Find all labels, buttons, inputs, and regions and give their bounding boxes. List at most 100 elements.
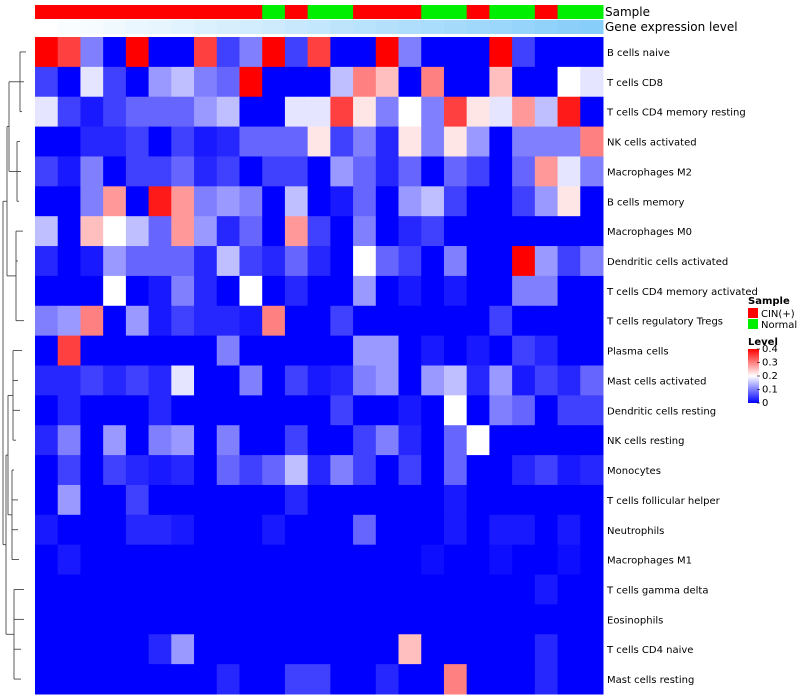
heatmap-cell — [375, 365, 400, 396]
heatmap-cell — [35, 455, 59, 486]
expression-annotation-cell — [216, 20, 240, 34]
heatmap-cell — [489, 574, 513, 605]
heatmap-cell — [466, 664, 490, 695]
heatmap-cell — [330, 126, 354, 157]
heatmap-cell — [171, 186, 195, 217]
heatmap-cell — [375, 126, 400, 157]
heatmap-cell — [171, 514, 195, 546]
sample-annotation-cell — [148, 5, 172, 19]
heatmap-cell — [284, 305, 309, 337]
heatmap-cell — [216, 365, 240, 396]
heatmap-cell — [171, 604, 195, 635]
heatmap-cell — [103, 574, 127, 605]
heatmap-cell — [80, 514, 104, 546]
heatmap-cell — [103, 335, 127, 366]
heatmap-cell — [125, 574, 150, 605]
row-label: Dendritic cells resting — [607, 406, 716, 417]
heatmap-cell — [398, 604, 422, 635]
heatmap-cell — [80, 395, 104, 426]
heatmap-cell — [557, 275, 581, 307]
heatmap-cell — [239, 425, 263, 456]
sample-annotation-cell — [580, 5, 604, 19]
heatmap-cell — [80, 574, 104, 605]
heatmap-cell — [330, 544, 354, 576]
heatmap-cell — [512, 634, 536, 665]
heatmap-cell — [398, 216, 422, 247]
heatmap-cell — [80, 37, 104, 68]
heatmap-cell — [148, 305, 172, 337]
heatmap-cell — [239, 37, 263, 68]
heatmap-cell — [512, 664, 536, 695]
sample-annotation-cell — [489, 5, 513, 19]
heatmap-cell — [353, 335, 377, 366]
heatmap-cell — [171, 574, 195, 605]
heatmap-cell — [216, 604, 240, 635]
heatmap-cell — [443, 335, 468, 366]
heatmap-cell — [353, 455, 377, 486]
heatmap-cell — [557, 96, 581, 128]
heatmap-cell — [580, 96, 604, 128]
heatmap-cell — [580, 574, 604, 605]
heatmap-cell — [512, 604, 536, 635]
heatmap-cell — [194, 514, 218, 546]
heatmap-cell — [398, 484, 422, 516]
heatmap-cell — [330, 574, 354, 605]
heatmap-cell — [512, 37, 536, 68]
expression-annotation-cell — [35, 20, 59, 34]
heatmap-cell — [330, 634, 354, 665]
heatmap-cell — [534, 455, 559, 486]
heatmap-cell — [57, 37, 81, 68]
heatmap-cell — [171, 96, 195, 128]
sample-annotation-cell — [421, 5, 445, 19]
heatmap-cell — [580, 186, 604, 217]
heatmap-cell — [125, 395, 150, 426]
heatmap-cell — [80, 156, 104, 187]
heatmap-cell — [512, 96, 536, 128]
legend-label-normal: Normal — [761, 320, 797, 331]
heatmap-cell — [35, 634, 59, 665]
heatmap-cell — [262, 455, 286, 486]
heatmap-cell — [239, 395, 263, 426]
expression-annotation-cell — [398, 20, 422, 34]
heatmap-cell — [353, 275, 377, 307]
heatmap-cell — [239, 514, 263, 546]
heatmap-cell — [307, 395, 331, 426]
heatmap-cell — [375, 305, 400, 337]
heatmap-cell — [443, 186, 468, 217]
heatmap-cell — [239, 156, 263, 187]
heatmap-cell — [466, 574, 490, 605]
heatmap-cell — [194, 37, 218, 68]
heatmap-cell — [534, 246, 559, 277]
heatmap-cell — [307, 634, 331, 665]
heatmap-cell — [580, 66, 604, 98]
heatmap-cell — [216, 126, 240, 157]
heatmap-cell — [557, 305, 581, 337]
heatmap-cell — [125, 186, 150, 217]
heatmap-cell — [421, 37, 445, 68]
heatmap-cell — [171, 305, 195, 337]
heatmap-cell — [353, 634, 377, 665]
legend-level-tick-label: 0.1 — [762, 385, 778, 396]
heatmap-cell — [421, 484, 445, 516]
heatmap-cell — [330, 275, 354, 307]
heatmap-cell — [353, 664, 377, 695]
heatmap-cell — [398, 514, 422, 546]
heatmap-cell — [421, 186, 445, 217]
heatmap-cell — [512, 275, 536, 307]
heatmap-cell — [262, 425, 286, 456]
heatmap-cell — [103, 186, 127, 217]
heatmap-cell — [580, 365, 604, 396]
heatmap-cell — [148, 484, 172, 516]
heatmap-cell — [353, 126, 377, 157]
heatmap-cell — [148, 664, 172, 695]
heatmap-cell — [284, 544, 309, 576]
heatmap-cell — [171, 66, 195, 98]
heatmap-cell — [330, 305, 354, 337]
heatmap-cell — [284, 275, 309, 307]
heatmap-cell — [557, 126, 581, 157]
expression-annotation-cell — [239, 20, 263, 34]
heatmap-cell — [148, 37, 172, 68]
heatmap-cell — [421, 335, 445, 366]
heatmap-cell — [239, 96, 263, 128]
row-label: Mast cells resting — [607, 675, 694, 686]
